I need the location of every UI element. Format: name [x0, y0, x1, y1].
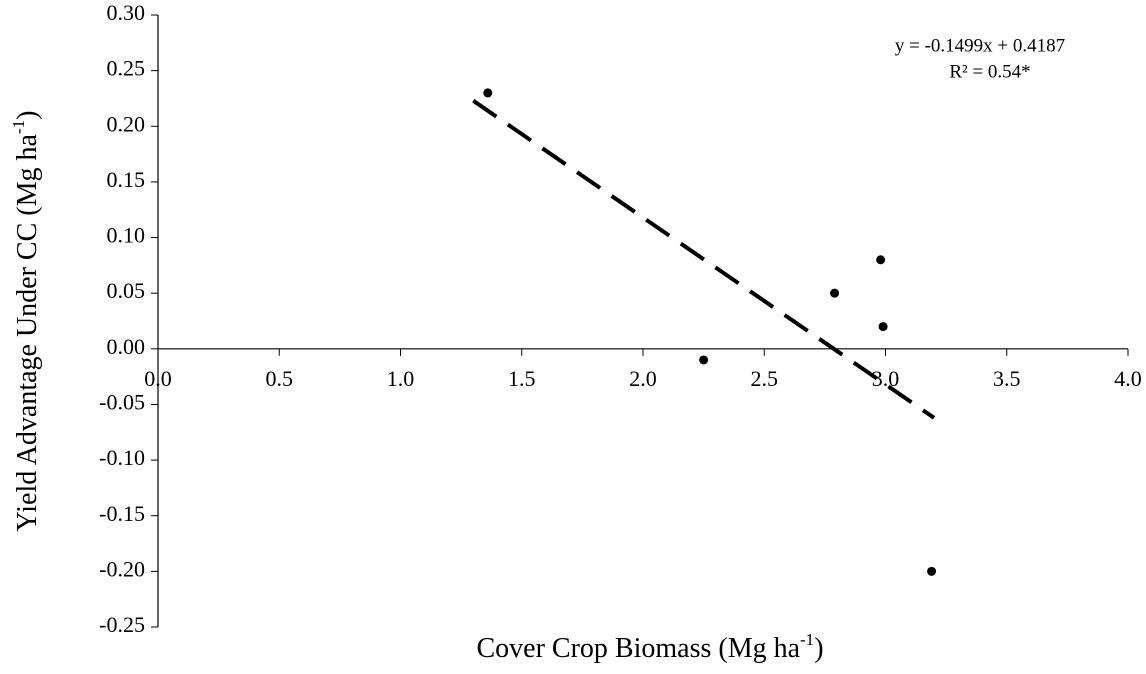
- y-title-text: Yield Advantage Under CC (Mg ha: [12, 133, 43, 531]
- trendline: [472, 99, 936, 420]
- point: [483, 88, 493, 98]
- r-squared: R² = 0.54*: [949, 61, 1030, 82]
- x-tick-label: 0.5: [266, 366, 294, 391]
- y-tick-label: 0.25: [107, 56, 146, 81]
- y-tick-label: 0.00: [107, 334, 146, 359]
- point: [830, 288, 840, 298]
- y-tick-label: -0.25: [99, 612, 145, 637]
- x-title-sup: -1: [800, 630, 814, 649]
- x-tick-label: 3.5: [993, 366, 1021, 391]
- x-tick-label: 0.0: [144, 366, 172, 391]
- point: [876, 255, 886, 265]
- y-tick-label: -0.10: [99, 445, 145, 470]
- x-title-end: ): [814, 633, 823, 664]
- y-tick-label: 0.10: [107, 223, 146, 248]
- y-title-end: ): [12, 111, 43, 120]
- x-title-text: Cover Crop Biomass (Mg ha: [476, 633, 800, 664]
- y-tick-label: 0.05: [107, 278, 146, 303]
- y-tick-label: 0.30: [107, 0, 146, 25]
- y-axis-title: Yield Advantage Under CC (Mg ha-1): [9, 111, 44, 532]
- x-tick-label: 2.0: [629, 366, 657, 391]
- equation: y = -0.1499x + 0.4187: [895, 35, 1065, 56]
- x-tick-label: 1.0: [387, 366, 415, 391]
- y-tick-label: -0.05: [99, 390, 145, 415]
- point: [699, 355, 709, 365]
- y-tick-label: -0.15: [99, 501, 145, 526]
- y-tick-label: 0.15: [107, 167, 146, 192]
- y-tick-label: -0.20: [99, 556, 145, 581]
- x-tick-label: 4.0: [1114, 366, 1142, 391]
- x-tick-label: 2.5: [751, 366, 779, 391]
- point: [878, 322, 888, 332]
- y-tick-label: 0.20: [107, 111, 146, 136]
- x-tick-label: 1.5: [508, 366, 536, 391]
- point: [927, 566, 937, 576]
- y-title-sup: -1: [9, 120, 28, 134]
- x-axis-title: Cover Crop Biomass (Mg ha-1): [476, 630, 823, 665]
